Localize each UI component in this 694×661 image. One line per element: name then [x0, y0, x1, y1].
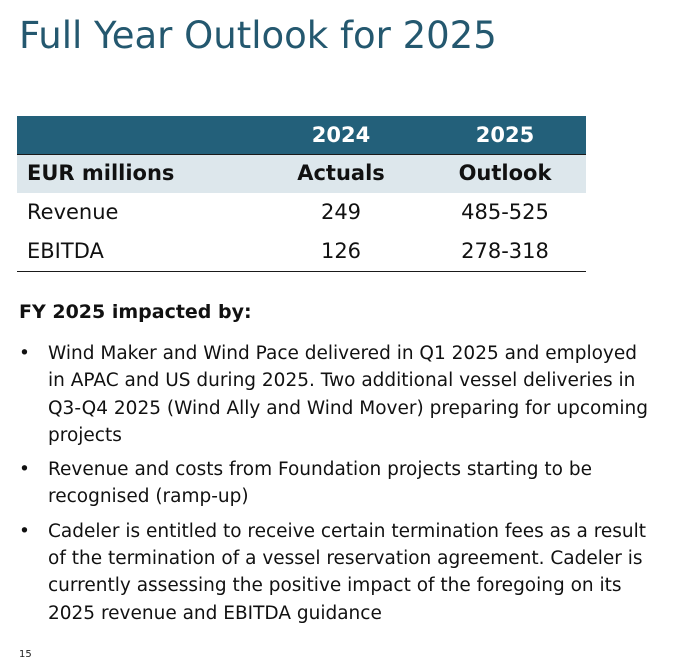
bullet-icon: •: [19, 343, 30, 364]
units-header: EUR millions: [27, 161, 175, 185]
table-row-revenue: Revenue 249 485-525: [17, 193, 586, 232]
row-label: EBITDA: [27, 239, 104, 263]
year-2024-header: 2024: [311, 123, 371, 147]
bullet-icon: •: [19, 520, 30, 542]
impact-bullet-list: • Wind Maker and Wind Pace delivered in …: [19, 340, 659, 634]
row-2024-value: 249: [320, 200, 362, 224]
row-2025-value: 485-525: [461, 200, 549, 224]
list-item: • Revenue and costs from Foundation proj…: [19, 456, 659, 511]
bullet-text: Cadeler is entitled to receive certain t…: [48, 520, 647, 624]
page-number: 15: [19, 649, 32, 660]
list-item: • Cadeler is entitled to receive certain…: [19, 518, 659, 627]
page-title: Full Year Outlook for 2025: [19, 14, 497, 57]
year-2025-header: 2025: [475, 123, 535, 147]
impact-heading: FY 2025 impacted by:: [19, 301, 252, 323]
row-2024-value: 126: [320, 239, 362, 263]
bullet-text: Wind Maker and Wind Pace delivered in Q1…: [48, 343, 648, 446]
outlook-table: 2024 2025 EUR millions Actuals Outlook R…: [17, 116, 586, 272]
bullet-text: Revenue and costs from Foundation projec…: [48, 459, 592, 508]
bullet-icon: •: [19, 459, 30, 481]
table-row-ebitda: EBITDA 126 278-318: [17, 232, 586, 272]
table-year-row: 2024 2025: [17, 116, 586, 154]
table-header-row: EUR millions Actuals Outlook: [17, 154, 586, 193]
list-item: • Wind Maker and Wind Pace delivered in …: [19, 340, 659, 449]
row-2025-value: 278-318: [461, 239, 549, 263]
row-label: Revenue: [27, 200, 119, 224]
outlook-header: Outlook: [458, 161, 552, 185]
actuals-header: Actuals: [297, 161, 385, 185]
